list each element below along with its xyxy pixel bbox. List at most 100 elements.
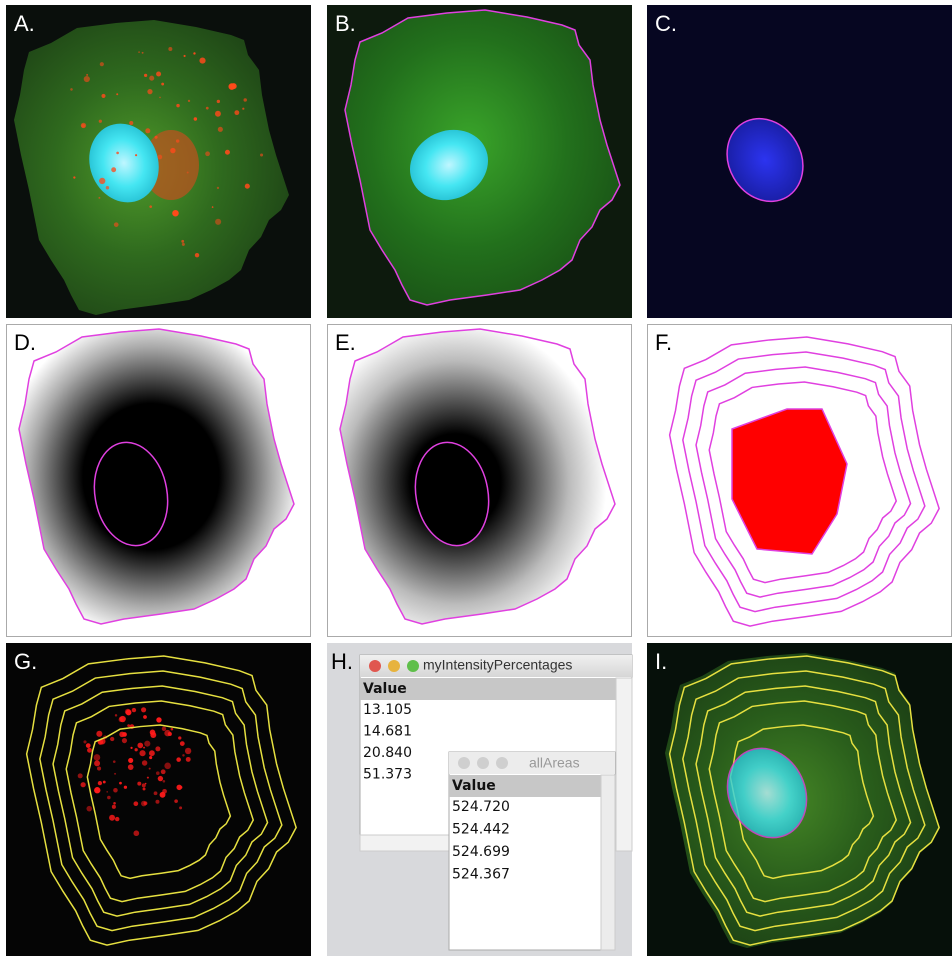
spot [128,764,134,770]
spot [176,139,179,142]
table-cell: 51.373 [363,767,412,783]
spot [86,806,92,812]
spot [116,152,119,155]
close-button[interactable] [369,660,381,672]
spot [199,58,205,64]
spot [215,111,221,117]
minimize-button[interactable] [388,660,400,672]
spot [149,76,154,81]
spot [113,802,116,805]
spot [81,782,86,787]
spot [159,97,161,99]
spot [205,151,210,156]
panel-g: G. [6,643,311,956]
spot [212,206,214,208]
panel-a: A. [6,5,311,318]
spot [182,754,184,756]
spot [162,727,166,731]
window-title: allAreas [529,755,580,771]
spot [135,748,138,751]
figure: A. B. C. D. E. F. G. [0,0,952,956]
spot [94,787,100,793]
spot [182,243,185,246]
spot [98,197,100,199]
spot [164,730,170,736]
column-header: Value [452,778,496,794]
zoom-button[interactable] [496,757,508,769]
spot [70,88,73,91]
spot [185,748,191,754]
spot [86,743,91,748]
close-button[interactable] [458,757,470,769]
spot [114,222,119,227]
spot [158,776,163,781]
spot [111,167,116,172]
spot [145,128,150,133]
spot [110,737,114,741]
panel-h: myIntensityPercentages Value 13.10514.68… [327,643,632,956]
spot [174,799,178,803]
spot [124,786,127,789]
spot [73,176,75,178]
spot [128,758,133,763]
spot [137,782,141,786]
spot [155,800,159,804]
spot [193,52,195,54]
spot [155,136,158,139]
spot [149,768,151,770]
spot [186,757,191,762]
panel-label: F. [655,330,672,355]
panel-e: E. [328,325,632,637]
spot [122,738,127,743]
spot [106,791,108,793]
spot [138,51,140,53]
spot [142,52,144,54]
table-cell: 524.367 [452,867,510,883]
spot [135,154,137,156]
minimize-button[interactable] [477,757,489,769]
page: {"panels": {"labels": ["A.", "B.", "C.",… [0,0,952,956]
spot [158,155,163,160]
spot [142,760,147,765]
window-secondary: allAreas Value 524.720524.442524.699524.… [449,752,615,950]
spot [217,187,219,189]
zoom-button[interactable] [407,660,419,672]
panel-b: B. [327,5,632,318]
panel-i: I. [647,643,952,956]
panel-label: B. [335,11,356,36]
scrollbar[interactable] [601,775,615,950]
spot [242,108,244,110]
spot [183,55,185,57]
table-cell: 524.442 [452,822,510,838]
spot [234,110,239,115]
panel-label: D. [14,330,36,355]
spot [194,117,197,120]
spot [195,253,199,257]
spot [164,763,171,770]
spot [115,817,119,821]
spot [97,767,101,771]
scrollbar[interactable] [616,678,632,851]
spot [137,743,143,749]
spot [156,771,160,775]
spot [143,787,146,790]
spot [149,205,152,208]
spot [217,100,220,103]
spot [119,782,122,785]
spot [83,740,86,743]
panel-c: C. [647,5,952,318]
spot [133,801,138,806]
spot [119,717,122,720]
spot [81,123,86,128]
spot [115,714,117,716]
spot [149,750,155,756]
spot [94,760,100,766]
spot [206,107,209,110]
spot [144,741,150,747]
spot [176,104,179,107]
column-header: Value [363,681,407,697]
spot [161,769,166,774]
spot [96,731,102,737]
panel-label: E. [335,330,356,355]
spot [142,783,146,787]
